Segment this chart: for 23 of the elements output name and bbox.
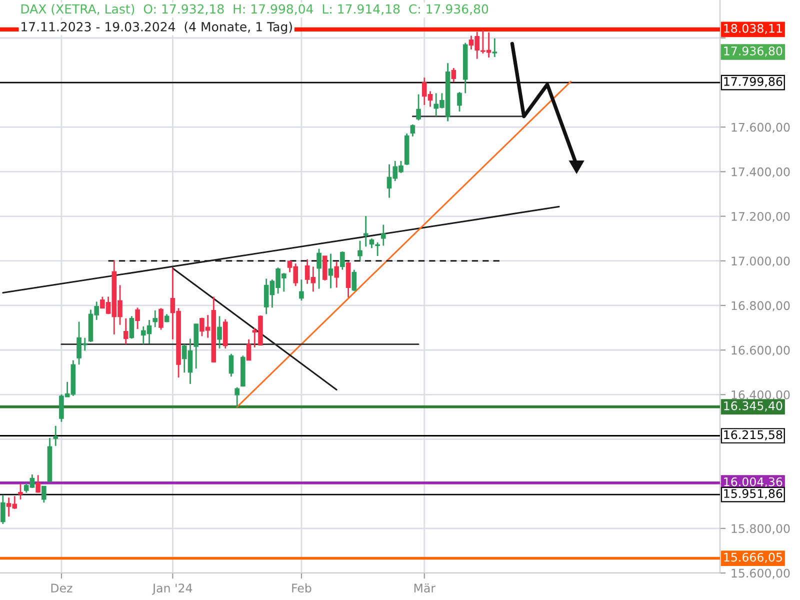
text: 17.936,80 <box>724 46 782 57</box>
ref-line-label: 18.038,11 <box>724 24 782 34</box>
ref-line-label: 16.004,36 <box>724 477 782 488</box>
chart-title: DAX (XETRA, Last) O: 17.932,18 H: 17.998,04 L: 17.914,18 C: 17.936,80 <box>21 4 488 16</box>
y-tick-label: 16.400,00 <box>732 390 790 400</box>
ref-line-label: 17.799,86 <box>724 77 782 88</box>
ref-line-label: 16.345,40 <box>724 401 782 412</box>
y-tick-label: 17.000,00 <box>732 256 790 267</box>
ref-line-label: 16.215,58 <box>724 430 782 440</box>
x-tick-label: Feb <box>292 583 312 593</box>
x-tick-label: Jan '24 <box>152 584 192 595</box>
x-tick-label: Mär <box>414 583 436 593</box>
x-tick-label: Dez <box>51 584 72 593</box>
ref-line-label: 15.666,05 <box>724 552 782 563</box>
text: 17.11.2023 - 19.03.2024 (4 Monate, 1 Tag) <box>22 22 292 34</box>
y-tick-label: 16.800,00 <box>732 301 790 312</box>
ref-line-label: 15.951,86 <box>724 489 782 500</box>
y-tick-label: 15.800,00 <box>732 524 790 534</box>
y-tick-label: 15.600,00 <box>732 568 790 579</box>
y-tick-label: 17.200,00 <box>732 212 790 222</box>
y-tick-label: 16.600,00 <box>732 346 790 356</box>
y-tick-label: 17.600,00 <box>732 122 790 133</box>
y-tick-label: 17.400,00 <box>732 167 790 178</box>
